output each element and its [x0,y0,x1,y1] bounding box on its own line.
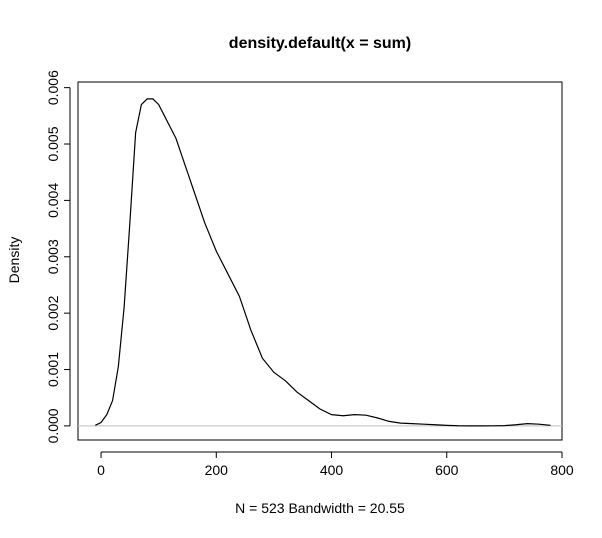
y-tick-label: 0.002 [45,295,61,330]
y-tick-label: 0.006 [45,70,61,105]
x-axis: 0 200 400 600 800 [97,451,574,478]
x-tick-label: 800 [550,462,574,478]
y-axis: 0.000 0.001 0.002 0.003 0.004 0.005 0.006 [45,70,71,443]
y-tick-label: 0.005 [45,126,61,161]
y-tick-label: 0.001 [45,352,61,387]
y-tick-label: 0.000 [45,408,61,443]
y-axis-label: Density [6,237,22,284]
x-tick-label: 400 [320,462,344,478]
x-tick-label: 600 [435,462,459,478]
x-axis-label: N = 523 Bandwidth = 20.55 [235,500,405,516]
x-tick-label: 200 [205,462,229,478]
plot-frame [77,81,563,441]
y-tick-label: 0.004 [45,183,61,218]
chart-title: density.default(x = sum) [229,35,411,52]
y-tick-label: 0.003 [45,239,61,274]
x-tick-label: 0 [97,462,105,478]
density-curve [95,98,551,427]
